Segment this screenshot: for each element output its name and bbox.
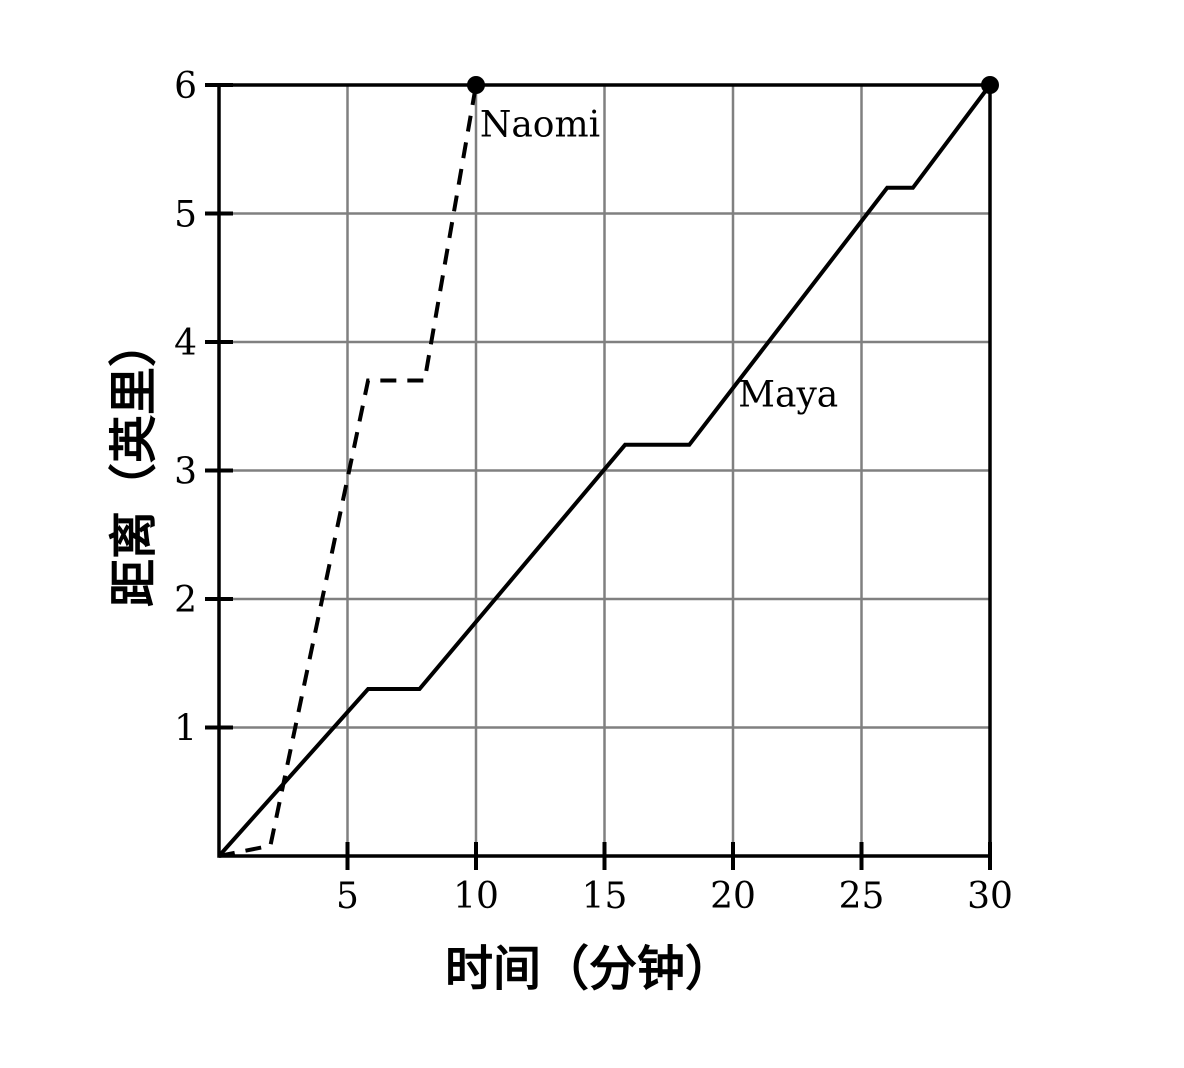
endpoint-markers [467,76,999,94]
maya-endpoint-marker [981,76,999,94]
y-tick-label: 6 [174,66,197,107]
y-tick-label: 3 [174,452,197,493]
series-lines [217,83,992,858]
maya-line [217,83,992,858]
series-labels: Naomi Maya [480,104,838,415]
naomi-line [218,84,478,858]
y-tick-label: 4 [174,323,197,364]
naomi-endpoint-marker [467,76,485,94]
maya-series-label: Maya [738,374,838,415]
x-axis-label: 时间（分钟） [445,941,733,997]
x-tick-label: 10 [453,876,499,917]
axis-ticks: 5 10 15 20 25 30 1 2 3 4 5 6 [174,66,1013,917]
x-tick-label: 25 [839,876,885,917]
y-axis-label: 距离（英里） [106,319,162,607]
y-tick-label: 1 [174,709,197,750]
x-tick-label: 15 [582,876,628,917]
naomi-series-label: Naomi [480,104,600,145]
x-tick-label: 20 [710,876,756,917]
y-tick-label: 5 [174,195,197,236]
y-tick-label: 2 [174,580,197,621]
x-tick-label: 5 [336,876,359,917]
x-tick-label: 30 [967,876,1013,917]
